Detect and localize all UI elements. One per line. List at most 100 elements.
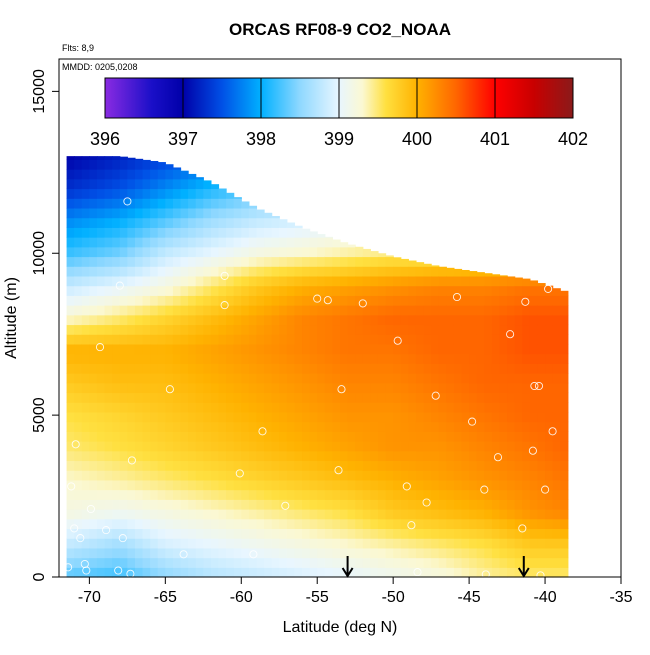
field-cell (491, 557, 501, 568)
field-cell (408, 353, 417, 364)
field-cell (195, 256, 204, 267)
field-cell (529, 567, 539, 578)
field-cell (461, 479, 470, 491)
field-cell (317, 402, 326, 413)
field-cell (142, 256, 151, 267)
field-cell (431, 295, 440, 306)
field-cell (529, 450, 539, 462)
field-cell (180, 509, 189, 520)
field-cell (340, 256, 349, 267)
field-cell (241, 479, 250, 491)
field-cell (522, 363, 531, 374)
field-cell (461, 450, 470, 462)
field-cell (385, 509, 394, 520)
field-cell (453, 305, 463, 316)
field-cell (241, 314, 250, 326)
field-cell (491, 567, 501, 578)
field-cell (484, 324, 493, 335)
field-cell (127, 373, 136, 384)
field-cell (400, 411, 409, 423)
field-cell (142, 411, 151, 423)
field-cell (469, 305, 478, 316)
field-cell (119, 547, 128, 559)
field-cell (400, 470, 409, 481)
field-cell (393, 257, 402, 267)
field-cell (271, 285, 280, 296)
field-cell (188, 470, 197, 481)
field-cell (446, 285, 455, 296)
field-cell (347, 353, 356, 364)
field-cell (157, 567, 166, 578)
field-cell (415, 262, 425, 267)
field-cell (302, 538, 311, 549)
field-cell (461, 353, 470, 364)
field-cell (264, 343, 273, 355)
field-cell (302, 363, 311, 374)
field-cell (340, 275, 349, 287)
field-cell (385, 334, 394, 345)
field-cell (393, 538, 402, 549)
field-cell (142, 353, 151, 364)
field-cell (317, 470, 326, 481)
field-cell (127, 489, 136, 500)
field-cell (180, 178, 189, 190)
field-cell (119, 246, 128, 258)
field-cell (294, 363, 303, 374)
field-cell (522, 450, 531, 462)
field-cell (355, 470, 364, 481)
field-cell (347, 567, 356, 578)
field-cell (157, 450, 166, 462)
field-cell (537, 305, 546, 316)
field-cell (393, 567, 402, 578)
field-cell (332, 509, 341, 520)
sample-point (70, 524, 79, 533)
field-cell (377, 421, 387, 432)
field-cell (142, 479, 151, 491)
field-cell (537, 392, 546, 403)
field-cell (415, 411, 425, 423)
field-cell (104, 314, 113, 326)
field-cell (552, 470, 561, 481)
field-cell (385, 450, 394, 462)
field-cell (499, 557, 508, 568)
field-cell (537, 285, 546, 296)
field-cell (545, 567, 554, 578)
field-cell (453, 334, 463, 345)
field-cell (385, 489, 394, 500)
field-cell (89, 256, 98, 267)
field-cell (453, 275, 463, 287)
field-cell (552, 489, 561, 500)
field-cell (256, 499, 265, 510)
field-cell (195, 460, 204, 471)
field-cell (119, 275, 128, 287)
field-cell (484, 334, 493, 345)
field-cell (423, 305, 432, 316)
field-cell (210, 363, 220, 374)
field-cell (188, 275, 197, 287)
field-cell (461, 538, 470, 549)
field-cell (66, 509, 75, 520)
field-cell (233, 509, 242, 520)
field-cell (317, 489, 326, 500)
field-cell (248, 421, 258, 432)
field-cell (241, 353, 250, 364)
field-cell (332, 266, 341, 277)
field-cell (127, 441, 136, 452)
field-cell (499, 460, 508, 471)
field-cell (203, 460, 212, 471)
field-cell (408, 489, 417, 500)
field-cell (210, 547, 220, 559)
field-cell (165, 188, 174, 199)
field-cell (112, 411, 121, 423)
field-cell (74, 188, 83, 199)
field-cell (119, 470, 128, 481)
field-cell (332, 246, 341, 258)
field-cell (332, 499, 341, 510)
field-cell (552, 460, 561, 471)
colorbar-tick-label-0: 396 (90, 129, 120, 149)
field-cell (233, 363, 242, 374)
field-cell (453, 450, 463, 462)
field-cell (96, 285, 106, 296)
field-cell (347, 470, 356, 481)
field-cell (552, 431, 561, 442)
